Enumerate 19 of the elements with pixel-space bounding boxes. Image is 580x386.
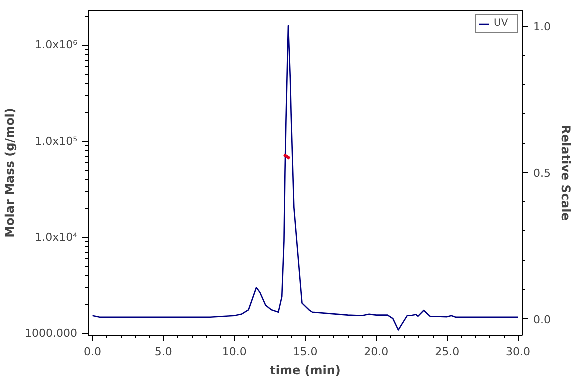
x-tick-label: 25.0 (435, 346, 460, 358)
y-tick-label: 1000.000 (25, 326, 78, 340)
y-tick-label: 1.0x10⁴ (35, 230, 78, 244)
y-tick-label: 1.0x10⁶ (35, 38, 78, 52)
x-tick-label: 20.0 (364, 346, 389, 358)
x-tick-label: 0.0 (84, 346, 102, 358)
x-tick-label: 15.0 (293, 346, 318, 358)
x-axis-title: time (min) (270, 364, 341, 378)
y2-tick-label: 1.0 (534, 20, 551, 34)
y2-tick-label: 0.5 (534, 166, 551, 180)
legend-label: UV (494, 18, 510, 29)
y2-tick-label: 0.0 (534, 313, 551, 326)
y-tick-label: 1.0x10⁵ (35, 134, 78, 148)
line-series (92, 25, 519, 331)
x-tick-label: 30.0 (506, 346, 530, 358)
y2-axis-title: Relative Scale (558, 125, 573, 221)
y-axis-title: Molar Mass (g/mol) (3, 108, 18, 238)
x-tick-label: 5.0 (154, 346, 172, 358)
x-tick-label: 10.0 (222, 346, 247, 358)
